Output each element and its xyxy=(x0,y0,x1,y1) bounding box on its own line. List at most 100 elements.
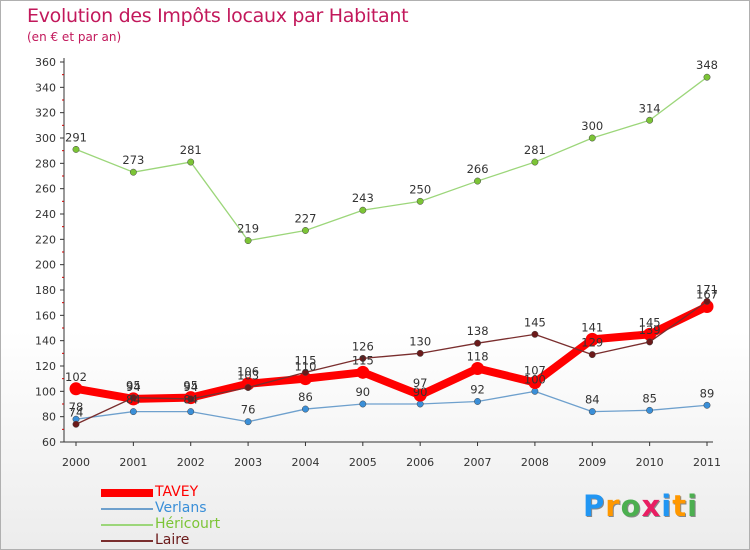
data-point-laire xyxy=(129,394,137,402)
data-point-verlans xyxy=(187,408,195,416)
legend-item-tavey: TAVEY xyxy=(101,484,301,501)
y-tick-label: 240 xyxy=(35,208,56,221)
y-tick-label: 200 xyxy=(35,259,56,272)
data-point-verlans xyxy=(416,400,424,408)
data-label-verlans: 90 xyxy=(413,385,428,399)
logo-letter: o xyxy=(620,489,642,523)
legend-swatch xyxy=(101,524,153,526)
legend-label: Laire xyxy=(155,532,190,548)
x-tick-label: 2010 xyxy=(636,456,664,469)
data-point-verlans xyxy=(531,387,539,395)
data-point-laire xyxy=(531,330,539,338)
data-label-tavey: 118 xyxy=(467,350,489,364)
y-tick-label: 300 xyxy=(35,132,56,145)
data-label-verlans: 76 xyxy=(241,403,256,417)
y-tick-label: 220 xyxy=(35,233,56,246)
legend-swatch xyxy=(101,508,153,510)
data-label-tavey: 145 xyxy=(639,315,661,329)
data-point-verlans xyxy=(474,398,481,405)
data-point-laire xyxy=(703,297,711,305)
data-label-laire: 74 xyxy=(69,405,84,419)
x-tick-label: 2008 xyxy=(521,456,549,469)
y-tick-label: 280 xyxy=(35,157,56,170)
x-tick-label: 2005 xyxy=(349,456,377,469)
x-tick-label: 2009 xyxy=(578,456,606,469)
data-label-héricourt: 281 xyxy=(524,143,546,157)
data-point-laire xyxy=(416,349,424,357)
data-point-verlans xyxy=(646,406,654,414)
y-tick-label: 60 xyxy=(42,436,56,449)
data-label-laire: 94 xyxy=(183,380,198,394)
data-label-tavey: 167 xyxy=(696,287,718,301)
proxiti-logo: Proxiti xyxy=(583,489,698,523)
logo-letter: i xyxy=(687,489,699,523)
data-point-héricourt xyxy=(531,158,539,166)
data-point-laire xyxy=(187,395,195,403)
chart-subtitle: (en € et par an) xyxy=(27,30,122,44)
data-point-héricourt xyxy=(187,158,195,166)
legend-item-laire: Laire xyxy=(101,532,301,549)
data-point-verlans xyxy=(244,418,252,426)
series-line-héricourt xyxy=(75,76,708,242)
data-point-héricourt xyxy=(244,237,252,245)
data-label-laire: 139 xyxy=(639,323,661,337)
legend-item-verlans: Verlans xyxy=(101,500,301,517)
y-tick-label: 100 xyxy=(35,385,56,398)
x-tick-label: 2011 xyxy=(693,456,721,469)
y-tick-label: 260 xyxy=(35,183,56,196)
data-label-verlans: 84 xyxy=(183,393,198,407)
data-label-héricourt: 300 xyxy=(581,119,603,133)
data-label-tavey: 97 xyxy=(413,376,428,390)
data-label-héricourt: 291 xyxy=(65,130,87,144)
y-tick-label: 340 xyxy=(35,81,56,94)
data-point-tavey xyxy=(585,332,599,346)
x-tick-label: 2003 xyxy=(234,456,262,469)
data-point-tavey xyxy=(69,382,83,396)
data-point-verlans xyxy=(302,405,309,413)
data-label-héricourt: 266 xyxy=(467,162,489,176)
y-tick-label: 160 xyxy=(35,309,56,322)
series-line-verlans xyxy=(75,390,708,423)
data-label-tavey: 115 xyxy=(352,353,374,367)
data-point-tavey xyxy=(471,362,485,376)
data-point-tavey xyxy=(413,388,427,402)
data-label-laire: 130 xyxy=(409,334,431,348)
data-point-laire xyxy=(588,351,596,359)
logo-letter: t xyxy=(672,489,688,523)
data-point-tavey xyxy=(643,327,657,341)
legend: TAVEY Verlans Héricourt Laire xyxy=(101,484,301,549)
data-point-laire xyxy=(244,384,252,391)
legend-item-héricourt: Héricourt xyxy=(101,516,301,533)
data-point-héricourt xyxy=(72,145,80,153)
logo-letter: P xyxy=(583,489,606,523)
data-point-héricourt xyxy=(474,177,481,185)
data-point-verlans xyxy=(129,408,137,416)
data-label-tavey: 106 xyxy=(237,365,259,379)
data-label-verlans: 100 xyxy=(524,372,546,386)
legend-swatch xyxy=(101,489,153,497)
logo-letter: r xyxy=(605,489,621,523)
data-point-laire xyxy=(302,368,309,376)
y-tick-label: 120 xyxy=(35,360,56,373)
data-label-héricourt: 281 xyxy=(180,143,202,157)
legend-label: TAVEY xyxy=(155,484,199,500)
data-point-héricourt xyxy=(416,197,424,205)
data-label-verlans: 92 xyxy=(470,382,485,396)
data-label-verlans: 84 xyxy=(585,393,600,407)
data-point-verlans xyxy=(588,408,596,416)
data-label-héricourt: 314 xyxy=(639,101,661,115)
data-point-héricourt xyxy=(703,73,711,81)
y-tick-label: 80 xyxy=(42,411,56,424)
data-point-héricourt xyxy=(646,116,654,124)
data-label-verlans: 78 xyxy=(69,400,84,414)
series-line-laire xyxy=(75,300,708,425)
data-label-laire: 171 xyxy=(696,282,718,296)
data-point-héricourt xyxy=(129,168,137,176)
y-tick-label: 320 xyxy=(35,107,56,120)
data-label-héricourt: 348 xyxy=(696,58,718,72)
data-label-verlans: 89 xyxy=(700,386,715,400)
data-label-tavey: 102 xyxy=(65,370,87,384)
series-lines xyxy=(69,73,714,428)
